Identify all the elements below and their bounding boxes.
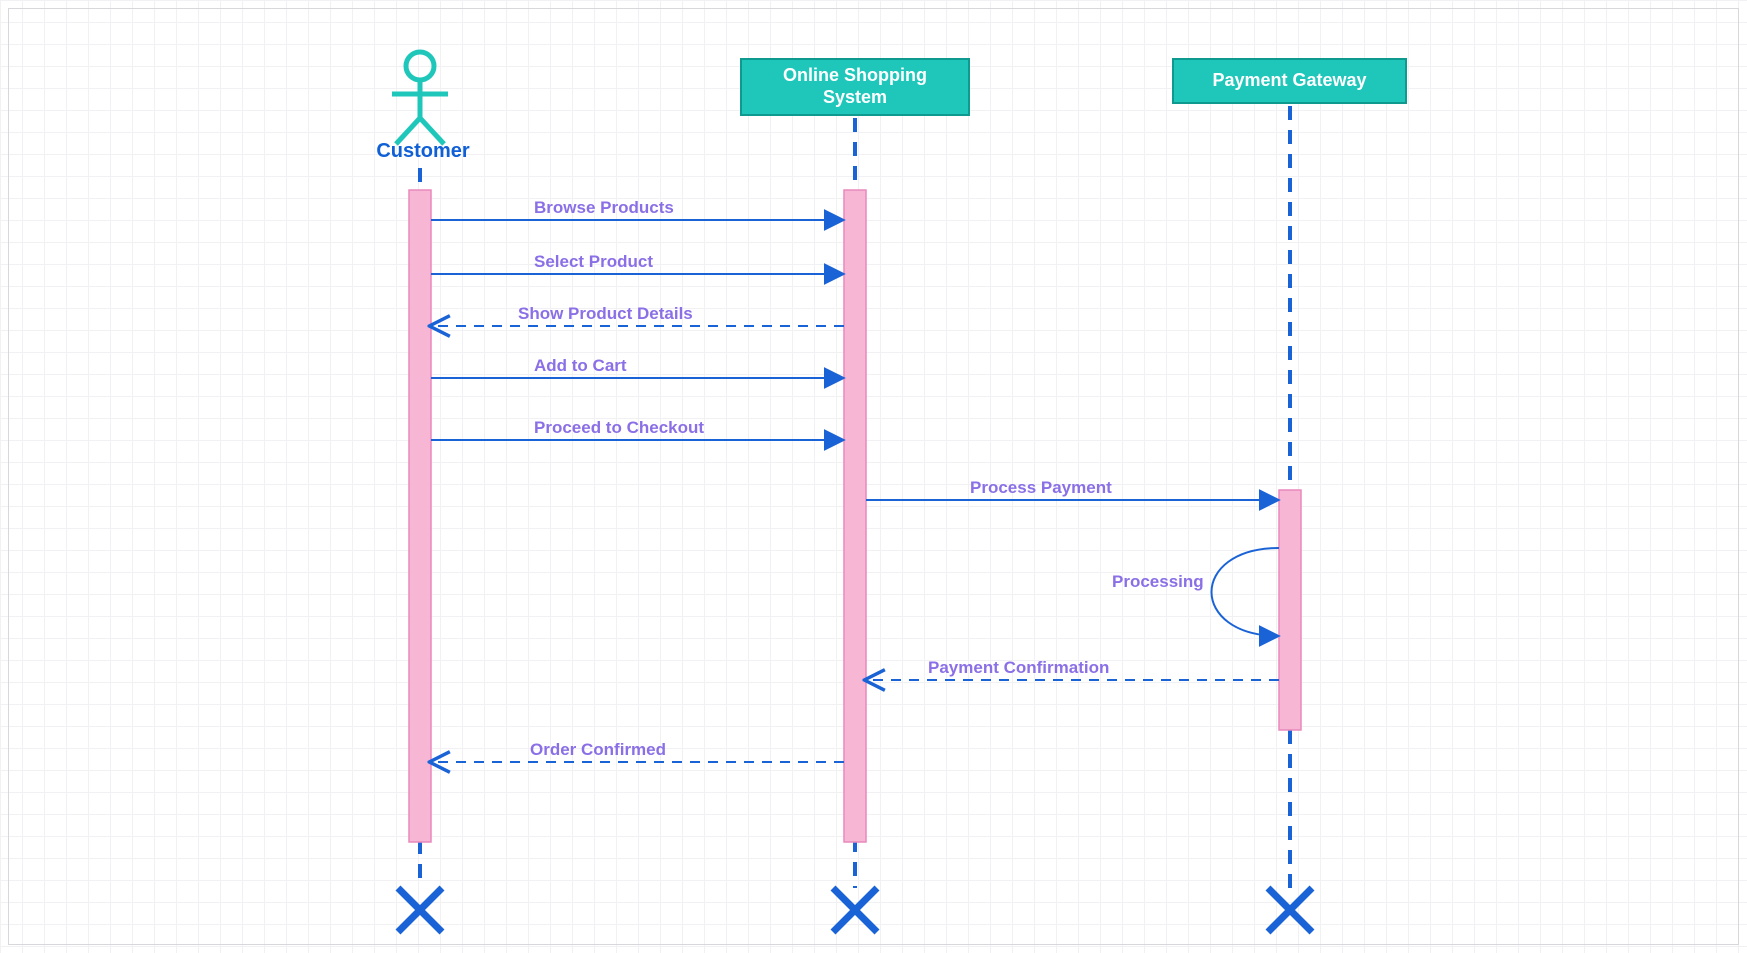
label-add-to-cart: Add to Cart xyxy=(534,356,627,376)
label-process-payment: Process Payment xyxy=(970,478,1112,498)
label-show-product-details: Show Product Details xyxy=(518,304,693,324)
x-mark-shop xyxy=(833,888,877,932)
msg-processing-self xyxy=(1212,548,1280,636)
actor-icon xyxy=(392,52,448,144)
sequence-diagram-canvas: Online Shopping System Payment Gateway C… xyxy=(0,0,1747,953)
label-order-confirmed: Order Confirmed xyxy=(530,740,666,760)
label-select-product: Select Product xyxy=(534,252,653,272)
activation-customer xyxy=(409,190,431,842)
label-browse-products: Browse Products xyxy=(534,198,674,218)
destruction-marks xyxy=(398,888,1312,932)
label-processing: Processing xyxy=(1112,572,1204,592)
label-payment-confirmation: Payment Confirmation xyxy=(928,658,1109,678)
x-mark-gateway xyxy=(1268,888,1312,932)
label-proceed-checkout: Proceed to Checkout xyxy=(534,418,704,438)
activation-gateway xyxy=(1279,490,1301,730)
x-mark-customer xyxy=(398,888,442,932)
diagram-svg xyxy=(0,0,1747,953)
activation-shop xyxy=(844,190,866,842)
